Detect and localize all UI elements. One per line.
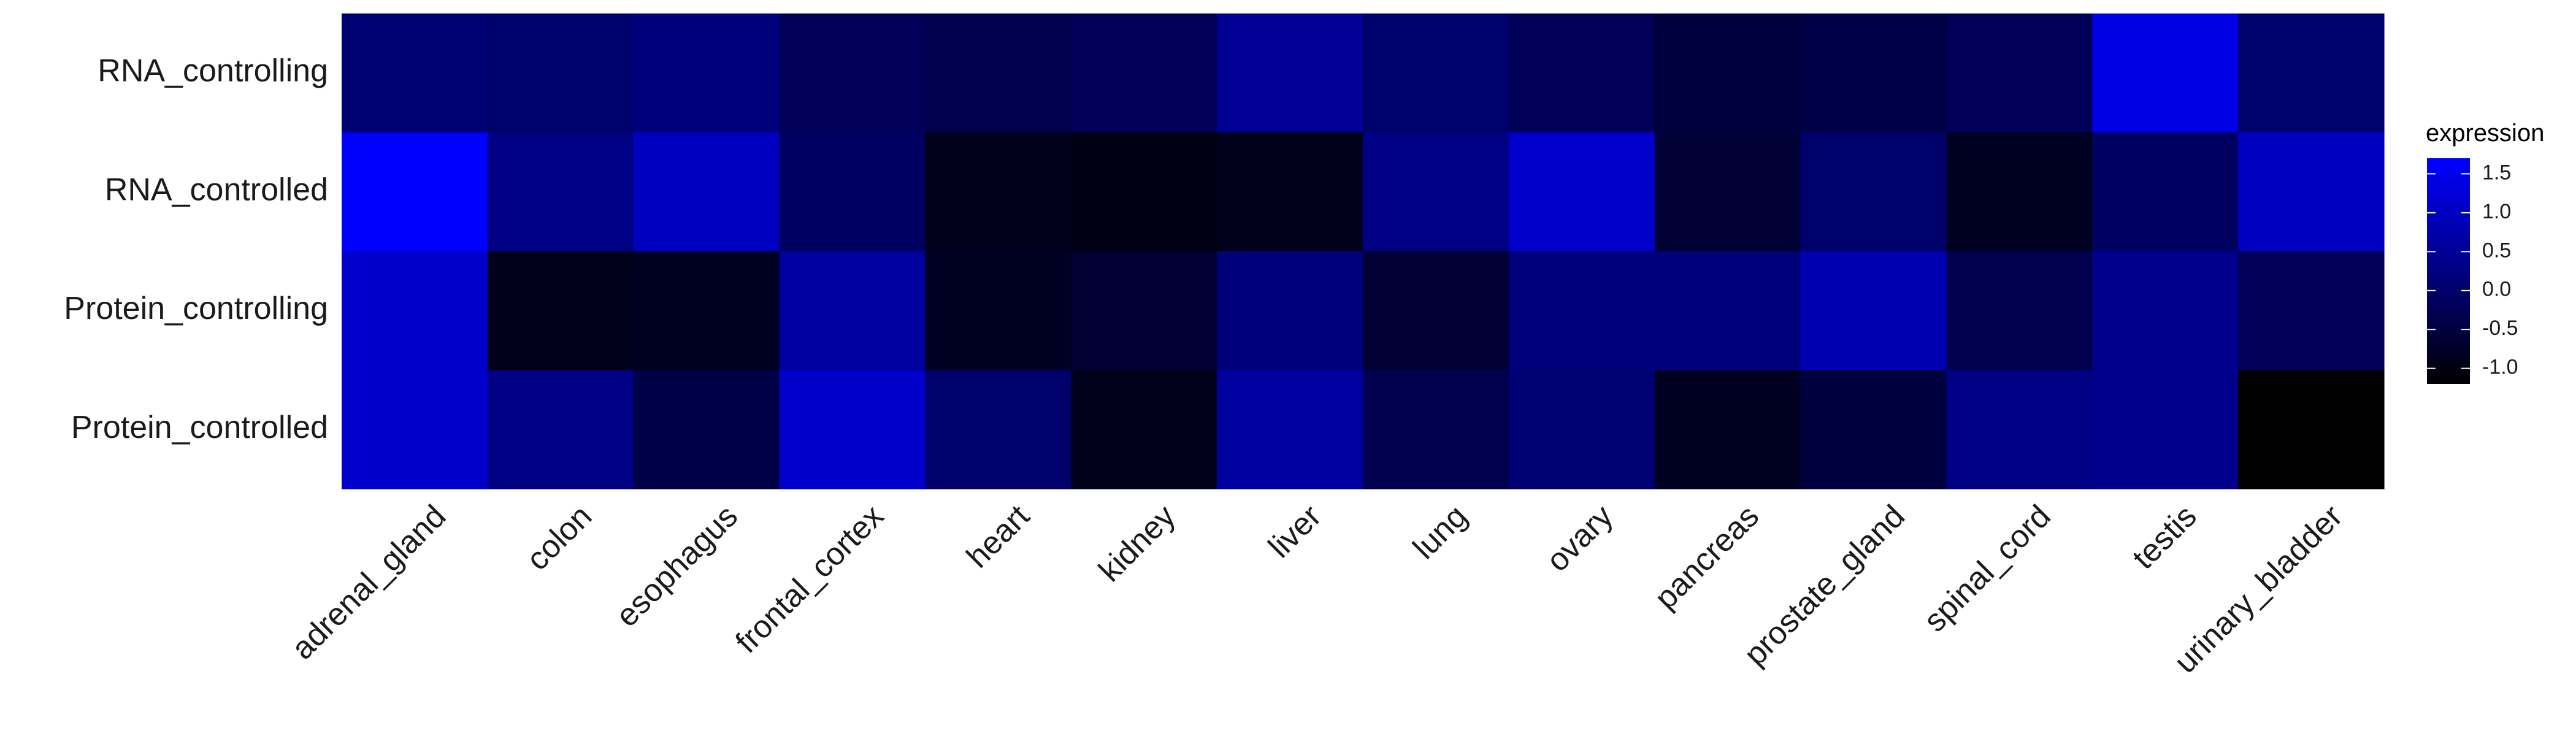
heatmap-cell-RNA_controlling-urinary_bladder (2238, 13, 2385, 133)
heatmap-cell-RNA_controlled-esophagus (633, 132, 780, 252)
legend-tick-label: -0.5 (2482, 316, 2518, 340)
heatmap-cell-RNA_controlling-pancreas (1654, 13, 1801, 133)
heatmap-cell-Protein_controlled-liver (1217, 370, 1363, 489)
x-tick-label: spinal_cord (1917, 498, 2058, 638)
legend-tick-label: 1.5 (2482, 161, 2511, 184)
legend-tick-label: 0.5 (2482, 239, 2511, 262)
x-tick-label: testis (2126, 498, 2204, 576)
legend-title: expression (2426, 120, 2544, 147)
heatmap-cell-Protein_controlling-colon (487, 251, 634, 370)
color-legend: expression 1.5 1.0 0.5 0.0 -0.5 -1.0 (2426, 120, 2544, 384)
y-tick-label: RNA_controlling (98, 53, 328, 89)
heatmap-cell-Protein_controlled-frontal_cortex (779, 370, 926, 489)
heatmap-cell-Protein_controlling-esophagus (633, 251, 780, 370)
heatmap-cell-RNA_controlled-prostate_gland (1800, 132, 1947, 252)
heatmap-cell-Protein_controlled-pancreas (1654, 370, 1801, 489)
x-tick-label: kidney (1092, 498, 1182, 588)
heatmap-cell-RNA_controlling-adrenal_gland (342, 13, 488, 133)
heatmap-cell-Protein_controlling-frontal_cortex (779, 251, 926, 370)
heatmap-cell-Protein_controlled-adrenal_gland (342, 370, 488, 489)
heatmap-cell-Protein_controlled-lung (1363, 370, 1509, 489)
x-tick-label: esophagus (609, 498, 745, 634)
y-tick-label: Protein_controlling (64, 291, 328, 326)
legend-tick-label: -1.0 (2482, 356, 2518, 379)
legend-tick-label: 0.0 (2482, 278, 2511, 301)
heatmap-cell-RNA_controlled-liver (1217, 132, 1363, 252)
heatmap-cell-Protein_controlling-heart (925, 251, 1071, 370)
heatmap-cell-Protein_controlling-urinary_bladder (2238, 251, 2385, 370)
heatmap-cell-Protein_controlling-liver (1217, 251, 1363, 370)
heatmap-cell-Protein_controlling-testis (2092, 251, 2239, 370)
heatmap-cell-RNA_controlled-colon (487, 132, 634, 252)
y-axis-labels: RNA_controlling RNA_controlled Protein_con… (64, 53, 328, 445)
heatmap-cell-RNA_controlling-lung (1363, 13, 1509, 133)
heatmap-cell-Protein_controlling-spinal_cord (1946, 251, 2093, 370)
heatmap-cell-RNA_controlled-lung (1363, 132, 1509, 252)
heatmap-cell-RNA_controlled-kidney (1071, 132, 1217, 252)
x-tick-label: pancreas (1648, 498, 1766, 616)
heatmap-cells (342, 13, 2385, 489)
heatmap-cell-Protein_controlled-urinary_bladder (2238, 370, 2385, 489)
heatmap-cell-RNA_controlling-frontal_cortex (779, 13, 926, 133)
x-tick-label: liver (1262, 498, 1328, 564)
heatmap-cell-Protein_controlling-kidney (1071, 251, 1217, 370)
heatmap-cell-Protein_controlled-prostate_gland (1800, 370, 1947, 489)
heatmap-cell-RNA_controlled-urinary_bladder (2238, 132, 2385, 252)
y-tick-label: Protein_controlled (71, 410, 328, 445)
heatmap-cell-Protein_controlling-pancreas (1654, 251, 1801, 370)
heatmap-cell-RNA_controlling-liver (1217, 13, 1363, 133)
legend-tick-label: 1.0 (2482, 200, 2511, 223)
heatmap-cell-RNA_controlling-heart (925, 13, 1071, 133)
heatmap-cell-RNA_controlling-kidney (1071, 13, 1217, 133)
heatmap-cell-Protein_controlling-adrenal_gland (342, 251, 488, 370)
heatmap-cell-RNA_controlled-heart (925, 132, 1071, 252)
x-tick-label: frontal_cortex (729, 498, 891, 660)
heatmap-cell-Protein_controlled-colon (487, 370, 634, 489)
heatmap-cell-RNA_controlling-esophagus (633, 13, 780, 133)
heatmap-cell-Protein_controlled-spinal_cord (1946, 370, 2093, 489)
heatmap-cell-RNA_controlled-ovary (1508, 132, 1655, 252)
legend-ticks: 1.5 1.0 0.5 0.0 -0.5 -1.0 (2427, 161, 2518, 379)
heatmap-cell-Protein_controlling-ovary (1508, 251, 1655, 370)
heatmap-cell-RNA_controlling-testis (2092, 13, 2239, 133)
legend-colorbar (2427, 158, 2470, 384)
heatmap-cell-Protein_controlling-lung (1363, 251, 1509, 370)
heatmap-cell-Protein_controlled-testis (2092, 370, 2239, 489)
heatmap-cell-RNA_controlled-pancreas (1654, 132, 1801, 252)
heatmap-cell-RNA_controlled-spinal_cord (1946, 132, 2093, 252)
heatmap-cell-RNA_controlled-adrenal_gland (342, 132, 488, 252)
heatmap-cell-Protein_controlled-heart (925, 370, 1071, 489)
x-tick-label: adrenal_gland (285, 498, 453, 666)
heatmap-cell-Protein_controlled-esophagus (633, 370, 780, 489)
x-axis-labels: adrenal_gland colon esophagusfrontal_corte… (285, 498, 2349, 680)
x-tick-label: lung (1406, 498, 1474, 566)
heatmap-cell-RNA_controlling-spinal_cord (1946, 13, 2093, 133)
heatmap-cell-RNA_controlled-testis (2092, 132, 2239, 252)
heatmap-cell-RNA_controlled-frontal_cortex (779, 132, 926, 252)
x-tick-label: colon (519, 498, 599, 577)
x-tick-label: heart (960, 498, 1037, 575)
heatmap-cell-RNA_controlling-ovary (1508, 13, 1655, 133)
heatmap-cell-Protein_controlling-prostate_gland (1800, 251, 1947, 370)
y-tick-label: RNA_controlled (105, 172, 328, 207)
heatmap-cell-Protein_controlled-ovary (1508, 370, 1655, 489)
x-tick-label: ovary (1539, 498, 1620, 578)
heatmap-cell-Protein_controlled-kidney (1071, 370, 1217, 489)
heatmap-cell-RNA_controlling-prostate_gland (1800, 13, 1947, 133)
heatmap-cell-RNA_controlling-colon (487, 13, 634, 133)
